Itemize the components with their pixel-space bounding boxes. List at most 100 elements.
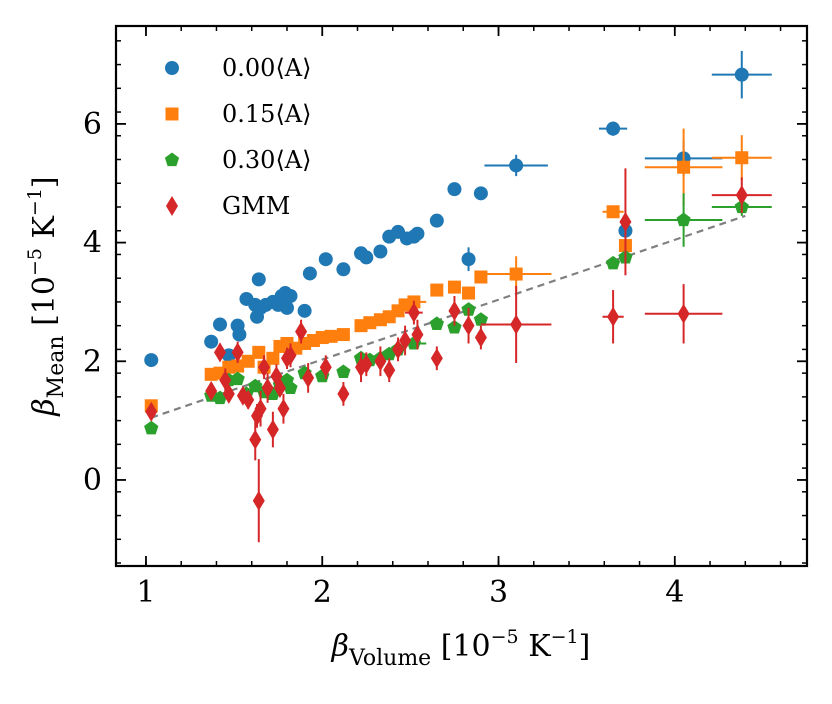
data-point (273, 377, 286, 398)
data-point (204, 334, 219, 349)
data-point (249, 429, 262, 450)
data-point (144, 353, 159, 368)
y-axis-units-close: ] (27, 176, 62, 188)
x-axis-subscript: Volume (348, 646, 431, 671)
data-point (606, 255, 621, 270)
x-axis-units-prefix (431, 629, 441, 664)
series-4 (145, 168, 772, 543)
y-axis-units-exp: −5 (24, 248, 46, 276)
data-point (606, 205, 620, 219)
data-point (252, 490, 265, 511)
data-point (283, 380, 298, 394)
data-point (302, 367, 315, 388)
legend-marker-4 (166, 196, 178, 216)
x-tick-label: 3 (489, 575, 508, 610)
data-point (324, 329, 338, 343)
data-point (277, 398, 290, 419)
data-point (447, 182, 462, 197)
data-point (359, 250, 374, 265)
ticks-layer: 1 2 3 4 0 2 4 6 (83, 26, 807, 610)
y-axis-units-space (27, 326, 62, 336)
data-point (619, 211, 632, 232)
x-axis-label: βVolume [10−5 K−1] (331, 626, 591, 671)
data-point (266, 351, 280, 365)
y-tick-label: 0 (83, 463, 102, 498)
data-point (607, 306, 620, 327)
data-point (230, 371, 245, 386)
data-point (462, 286, 476, 300)
legend-marker-2 (165, 107, 179, 121)
data-point (374, 351, 387, 372)
x-axis-units-close: ] (579, 629, 591, 664)
y-axis-units-open: [10 (27, 276, 62, 326)
data-point (295, 321, 308, 342)
data-point (447, 280, 461, 294)
y-axis-label: βMean [10−5 K−1] (24, 176, 69, 416)
data-point (252, 345, 266, 359)
data-point (429, 316, 444, 330)
data-point (145, 401, 158, 422)
data-point (447, 320, 462, 334)
data-point (232, 327, 247, 342)
data-point (474, 270, 488, 284)
data-point (392, 339, 405, 360)
data-point (430, 348, 443, 369)
x-axis-units-exp: −5 (491, 626, 519, 648)
y-axis-subscript: Mean (44, 335, 69, 398)
data-point (448, 300, 461, 321)
data-point (222, 383, 235, 404)
data-point (213, 317, 228, 332)
data-point (258, 357, 271, 378)
data-point (509, 267, 523, 281)
data-point (242, 389, 255, 410)
data-point (429, 213, 444, 228)
legend-label-1: 0.00⟨A⟩ (222, 54, 312, 82)
data-point (411, 324, 424, 345)
data-point (360, 354, 373, 375)
data-point (319, 357, 332, 378)
data-point (606, 121, 621, 136)
data-point (399, 330, 412, 351)
y-axis-symbol: β (27, 398, 62, 416)
data-point (241, 354, 255, 368)
data-point (461, 252, 476, 267)
y-axis-units-exp2: −1 (24, 188, 46, 216)
data-point (318, 252, 333, 267)
data-point (205, 380, 218, 401)
legend-marker-1 (165, 61, 179, 75)
data-point (336, 364, 351, 378)
y-axis-units-mid: K (27, 215, 62, 248)
data-point (336, 262, 351, 277)
data-point (473, 312, 488, 326)
x-axis-units-open: [10 (441, 629, 491, 664)
data-point (735, 185, 748, 206)
data-point (231, 342, 244, 363)
data-point (279, 300, 294, 315)
legend-label-4: GMM (222, 192, 290, 220)
data-point (261, 377, 274, 398)
data-point (284, 345, 297, 366)
plot-frame (114, 24, 809, 568)
data-point (430, 283, 444, 297)
data-point (254, 398, 267, 419)
data-point (510, 314, 523, 335)
data-point (407, 302, 420, 323)
x-axis-units-exp2: −1 (551, 626, 579, 648)
data-point (251, 272, 266, 287)
data-point (373, 244, 388, 259)
data-point (231, 359, 245, 373)
data-point (283, 289, 298, 303)
data-point (462, 315, 475, 336)
legend-marker-3 (164, 152, 180, 167)
data-point (676, 212, 691, 227)
y-tick-label: 6 (83, 107, 102, 142)
data-point (363, 316, 377, 330)
data-point (410, 226, 425, 241)
legend: 0.00⟨A⟩ 0.15⟨A⟩ 0.30⟨A⟩ GMM (164, 54, 312, 220)
data-point (509, 158, 524, 173)
data-point (473, 186, 488, 201)
series-1 (144, 50, 772, 368)
x-tick-label: 1 (136, 575, 155, 610)
y-tick-label: 2 (83, 344, 102, 379)
